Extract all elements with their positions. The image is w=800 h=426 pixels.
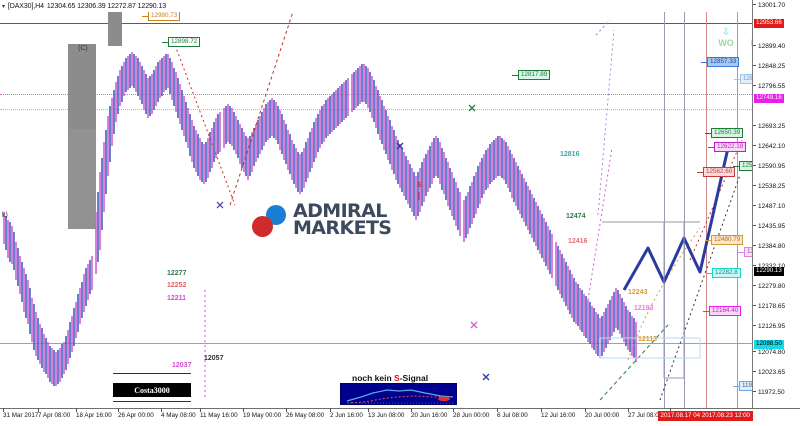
annotation-12193: 12193 [634,305,654,312]
y-tick: 12279.80 [758,283,786,290]
symbol-label: [DAX30],H4 [7,2,44,10]
label-12898: 12898.72 [162,37,201,47]
label-12650: 12650.39 [705,128,744,138]
x-tick: 31 Mar 2017 [3,412,39,419]
y-tick: 12693.25 [758,123,786,130]
range-box-left [68,44,96,129]
wave-label-c: (C) [78,45,88,52]
y-tick: 12487.10 [758,203,786,210]
y-tick: 13001.70 [758,2,786,9]
costa-brand-label: Costa3000 [134,385,170,395]
signal-indicator-panel[interactable] [340,383,457,405]
y-tick: 12332.10 [758,263,785,270]
range-box-upper [108,12,122,46]
label-12480: 12480.79 [705,235,744,245]
x-tick: 11 May 16:00 [200,412,238,419]
axis-tag-magenta: 12749.16 [754,94,784,103]
y-tick: 12796.55 [758,83,786,90]
y-tick: 12642.10 [758,143,786,150]
wo-label: WO [718,38,734,48]
x-tick: 26 May 08:00 [286,412,325,419]
hline-resistance-top [0,23,752,24]
label-12817: 12817.89 [512,70,551,80]
price-axis[interactable]: 13001.70 12899.40 12848.25 12796.55 1269… [752,0,800,408]
chart-header: ▾ [DAX30],H4 12304.65 12306.39 12272.87 … [2,1,166,11]
label-12622: 12622.18 [708,142,747,152]
costa-brand-plate: Costa3000 [113,383,191,397]
y-tick: 12590.95 [758,163,786,170]
label-12282: 12282.8 [706,268,741,278]
x-tick: 20 Jul 00:00 [585,412,620,419]
y-tick: 12538.25 [758,183,786,190]
x-tick: 28 Jun 00:00 [453,412,490,419]
annotation-b-marker: B [418,182,424,189]
y-tick: 12178.65 [758,303,786,310]
annotation-left-edge: k) [2,212,8,219]
x-tick: 20 Jun 16:00 [411,412,448,419]
brand-line-2: MARKETS [293,217,392,239]
x-tick: 18 Apr 16:00 [76,412,112,419]
label-12808: 12808.7 [734,74,752,84]
annotation-12277: 12277 [167,270,187,277]
x-tick: 12 Jul 16:00 [541,412,576,419]
label-12980: 12980.73 [142,12,181,21]
y-tick: 12848.25 [758,63,786,70]
y-tick: 12384.80 [758,243,786,250]
wo-arrow-down-icon: ⇩ [721,27,731,38]
y-tick: 12899.40 [758,43,786,50]
mo-label: MO [741,38,752,49]
costa-divider-top [113,373,191,374]
admiral-logo-dots-icon [252,203,286,237]
x-tick: 7 Apr 08:00 [38,412,71,419]
label-12352: 12352.4 [738,247,752,257]
selected-range-timestamp: 2017.08.17 04 2017.08.23 12:00 [657,411,753,421]
x-tick: 27 Jul 08:00 [628,412,663,419]
label-12562: 12562.60 [697,167,736,177]
annotation-12211: 12211 [167,295,187,302]
annotation-12037: 12037 [172,362,192,369]
annotation-12416: 12416 [568,238,588,245]
annotation-12474: 12474 [566,213,586,220]
label-12576: 12576.2 [733,161,752,171]
annotation-12816: 12816 [560,151,580,158]
chart-menu-caret-icon[interactable]: ▾ [2,3,5,10]
label-12164: 12164.40 [703,306,742,316]
x-tick: 4 May 08:00 [161,412,196,419]
hline-cyan-support [0,343,752,344]
x-tick: 19 May 00:00 [243,412,282,419]
mo-arrow-up-icon: ⇧ [741,28,752,38]
axis-tag-cyan: 12088.50 [754,340,784,349]
indicator-wo: ⇩ WO [709,28,743,49]
range-box-left-lower [68,129,96,229]
y-tick: 11972.50 [758,389,785,396]
signal-status-text: noch kein S-Signal [352,373,429,383]
y-tick: 12023.65 [758,369,786,376]
annotation-12057: 12057 [204,355,224,362]
x-tick: 26 Apr 00:00 [118,412,154,419]
indicator-mo: ⇧ MO [741,28,752,49]
chart-plot-area[interactable]: (C) [0,12,752,408]
label-11987: 11987.4 [733,381,752,391]
ohlc-values: 12304.65 12306.39 12272.87 12290.13 [46,2,167,10]
x-tick: 6 Jul 08:00 [497,412,528,419]
axis-tag-high: 12953.66 [754,19,784,28]
annotation-12113: 12113 [638,336,658,343]
y-tick: 12435.95 [758,223,786,230]
brand-line-1: ADMIRAL [293,200,387,222]
costa-divider-bottom [113,401,191,402]
time-axis[interactable]: 31 Mar 2017 7 Apr 08:00 18 Apr 16:00 26 … [0,408,800,426]
y-tick: 12126.95 [758,323,786,330]
admiral-markets-watermark: ADMIRAL MARKETS [252,200,392,239]
price-series [3,52,637,386]
axis-tag-current-price: 12290.13 [754,267,784,276]
label-12857: 12857.33 [701,57,740,67]
x-tick: 2 Jun 16:00 [330,412,363,419]
y-tick: 12074.80 [758,349,786,356]
annotation-12252: 12252 [167,282,187,289]
x-tick: 13 Jun 08:00 [368,412,405,419]
annotation-12243: 12243 [628,289,648,296]
